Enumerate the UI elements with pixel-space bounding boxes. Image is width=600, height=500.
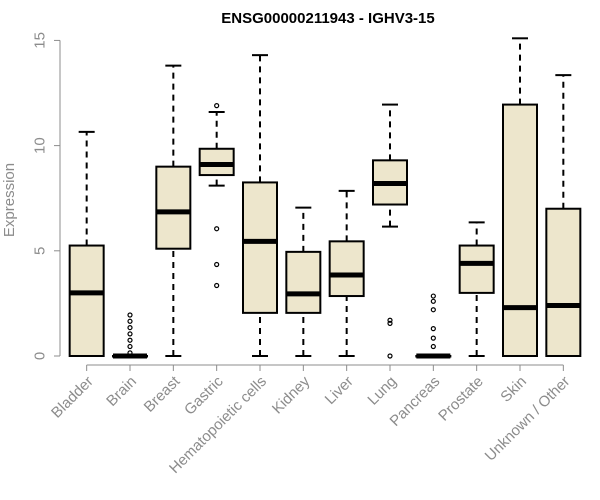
x-tick-label-lung: Lung bbox=[364, 373, 400, 409]
iqr-box-breast bbox=[155, 165, 192, 250]
x-tick-label-prostate: Prostate bbox=[435, 373, 487, 425]
outlier-point-pancreas bbox=[430, 326, 436, 332]
outlier-point-lung bbox=[387, 320, 393, 326]
outlier-point-lung bbox=[387, 317, 393, 323]
y-axis: 0 5 10 15 bbox=[32, 32, 61, 360]
box-lung bbox=[372, 103, 408, 359]
y-tick-label: 15 bbox=[32, 32, 49, 49]
box-series bbox=[68, 37, 582, 359]
box-skin bbox=[502, 37, 538, 358]
outlier-point-gastric bbox=[214, 103, 220, 109]
y-tick-label: 5 bbox=[32, 247, 49, 255]
outlier-point-brain bbox=[127, 331, 133, 337]
box-unknown-other bbox=[545, 74, 582, 357]
iqr-box-liver bbox=[328, 240, 365, 298]
iqr-box-prostate bbox=[458, 244, 495, 294]
box-hematopoietic-cells bbox=[242, 54, 278, 357]
chart-title: ENSG00000211943 - IGHV3-15 bbox=[221, 10, 434, 27]
y-tick-label: 0 bbox=[32, 352, 49, 360]
outlier-point-brain bbox=[127, 324, 133, 331]
outlier-point-gastric bbox=[214, 261, 220, 268]
y-tick-label: 10 bbox=[32, 137, 49, 154]
iqr-box-unknown-other bbox=[545, 207, 582, 357]
box-breast bbox=[155, 64, 192, 357]
box-bladder bbox=[68, 130, 105, 357]
x-tick-label-skin: Skin bbox=[497, 373, 530, 406]
box-prostate bbox=[458, 221, 495, 357]
box-gastric bbox=[198, 103, 235, 289]
x-tick-label-breast: Breast bbox=[141, 372, 184, 415]
outlier-point-pancreas bbox=[430, 293, 436, 299]
outlier-point-pancreas bbox=[430, 298, 436, 304]
x-tick-label-bladder: Bladder bbox=[48, 373, 97, 422]
outlier-point-brain bbox=[127, 343, 133, 350]
box-kidney bbox=[285, 206, 322, 357]
iqr-box-kidney bbox=[285, 250, 322, 314]
iqr-box-hematopoietic-cells bbox=[242, 181, 278, 314]
x-tick-label-kidney: Kidney bbox=[269, 373, 314, 418]
outlier-point-brain bbox=[127, 312, 133, 318]
outlier-point-brain bbox=[127, 337, 133, 343]
iqr-box-bladder bbox=[68, 244, 105, 357]
outlier-point-brain bbox=[127, 318, 133, 324]
outlier-point-pancreas bbox=[430, 335, 436, 341]
outlier-point-gastric bbox=[214, 282, 220, 289]
box-liver bbox=[328, 189, 365, 357]
outlier-point-pancreas bbox=[430, 343, 436, 350]
iqr-box-skin bbox=[502, 103, 538, 358]
outlier-point-brain bbox=[127, 350, 133, 356]
outlier-point-pancreas bbox=[430, 307, 436, 313]
box-pancreas bbox=[415, 293, 452, 359]
outlier-point-gastric bbox=[214, 226, 220, 232]
iqr-box-gastric bbox=[198, 147, 235, 177]
outlier-point-lung bbox=[387, 353, 393, 359]
box-brain bbox=[112, 312, 148, 359]
y-axis-label: Expression bbox=[1, 163, 18, 237]
x-tick-label-brain: Brain bbox=[103, 373, 140, 410]
x-tick-label-liver: Liver bbox=[322, 373, 357, 408]
